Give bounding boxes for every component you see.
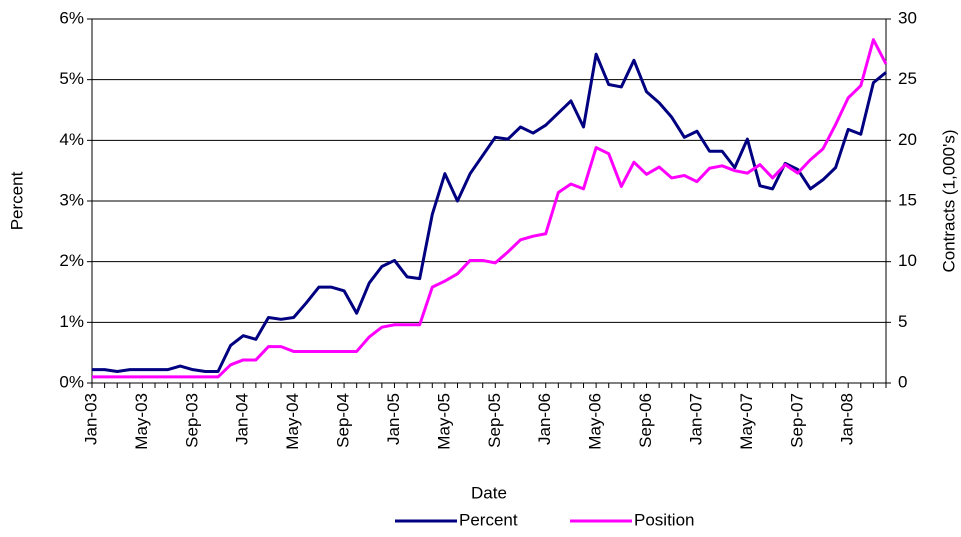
x-tick-label: Sep-04 (334, 393, 353, 448)
x-tick-label: Sep-06 (636, 393, 655, 448)
y-axis-title: Percent (7, 171, 26, 230)
x-tick-label: May-07 (737, 393, 756, 450)
y-tick-label: 0% (59, 372, 84, 391)
y2-tick-label: 30 (898, 8, 917, 27)
legend-label: Position (634, 510, 694, 529)
y2-tick-label: 15 (898, 190, 917, 209)
y-tick-label: 4% (59, 130, 84, 149)
x-tick-label: Jan-04 (233, 393, 252, 445)
x-tick-label: Jan-07 (686, 393, 705, 445)
y-tick-label: 2% (59, 251, 84, 270)
x-tick-label: Sep-03 (182, 393, 201, 448)
x-tick-label: Jan-08 (838, 393, 857, 445)
y-tick-label: 1% (59, 312, 84, 331)
x-tick-label: Jan-05 (384, 393, 403, 445)
x-tick-label: Jan-06 (535, 393, 554, 445)
x-tick-label: May-04 (283, 393, 302, 450)
series-line (92, 52, 887, 373)
y2-tick-label: 10 (898, 251, 917, 270)
x-tick-label: Jan-03 (81, 393, 100, 445)
x-tick-label: May-03 (132, 393, 151, 450)
y-tick-label: 3% (59, 190, 84, 209)
y2-tick-label: 25 (898, 69, 917, 88)
series-line (92, 38, 888, 379)
x-axis-title: Date (471, 483, 507, 502)
y2-tick-label: 5 (898, 312, 907, 331)
y2-tick-label: 0 (898, 372, 907, 391)
x-tick-label: May-06 (586, 393, 605, 450)
y-tick-label: 6% (59, 8, 84, 27)
x-tick-label: Sep-07 (787, 393, 806, 448)
y-tick-label: 5% (59, 69, 84, 88)
y2-tick-label: 20 (898, 130, 917, 149)
legend-label: Percent (459, 510, 518, 529)
x-tick-label: May-05 (434, 393, 453, 450)
x-tick-label: Sep-05 (485, 393, 504, 448)
y2-axis-title: Contracts (1,000's) (939, 129, 958, 272)
